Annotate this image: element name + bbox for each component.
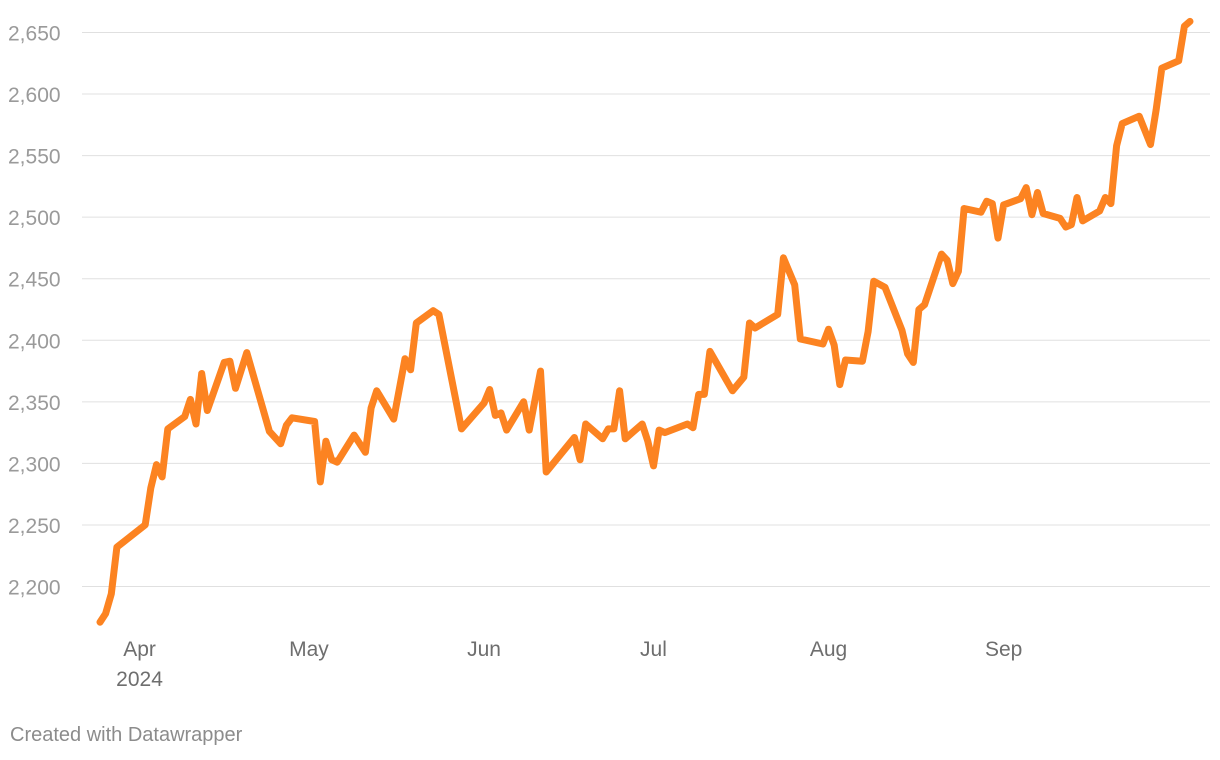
footer-credit: Created with Datawrapper	[10, 724, 243, 746]
line-chart: 2,200 2,250 2,300 2,350 2,400 2,450 2,500 2,550…	[8, 17, 1210, 691]
x-tick-label: Sep	[985, 638, 1022, 661]
x-tick-label: Jul	[640, 638, 667, 661]
y-tick-label: 2,200	[8, 577, 61, 600]
y-tick-label: 2,550	[8, 146, 61, 169]
y-tick-label: 2,300	[8, 453, 61, 476]
x-tick-sublabel: 2024	[116, 668, 163, 691]
series-line	[96, 17, 1194, 626]
x-tick-label: May	[289, 638, 329, 661]
y-axis: 2,200 2,250 2,300 2,350 2,400 2,450 2,500 2,550…	[8, 23, 61, 600]
y-tick-label: 2,400	[8, 330, 61, 353]
y-tick-label: 2,250	[8, 515, 61, 538]
y-tick-label: 2,500	[8, 207, 61, 230]
y-tick-label: 2,450	[8, 269, 61, 292]
y-tick-label: 2,600	[8, 84, 61, 107]
x-tick-label: Jun	[467, 638, 501, 661]
series-group	[96, 17, 1194, 626]
x-tick-label: Apr	[123, 638, 156, 661]
y-tick-label: 2,350	[8, 392, 61, 415]
y-tick-label: 2,650	[8, 23, 61, 46]
x-axis: Apr 2024 May Jun Jul Aug Sep	[116, 638, 1022, 691]
x-tick-label: Aug	[810, 638, 847, 661]
gridlines	[82, 32, 1210, 587]
